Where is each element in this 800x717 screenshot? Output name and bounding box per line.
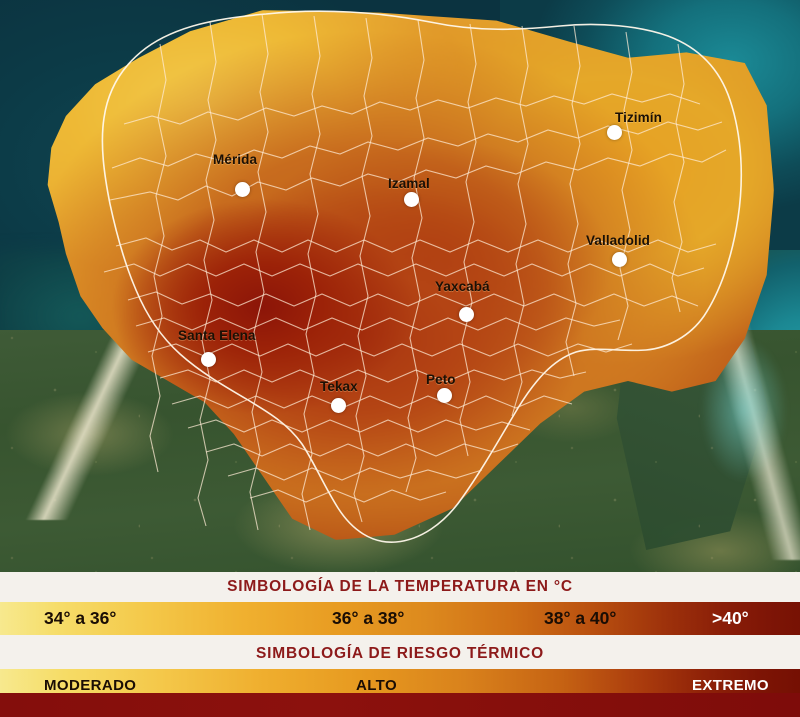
risk-legend-title: SIMBOLOGÍA DE RIESGO TÉRMICO [0,639,800,669]
city-label: Yaxcabá [435,279,490,294]
city-label: Tizimín [615,110,662,125]
legend-segment-label: 38° a 40° [544,608,617,628]
city-dot-icon[interactable] [235,182,250,197]
temperature-map[interactable]: Mérida Izamal Tizimín Valladolid Yaxcabá Sant… [0,0,800,572]
city-label: Tekax [320,379,358,394]
city-label: Mérida [213,152,258,167]
temperature-color-scale[interactable]: 34° a 36° 36° a 38° 38° a 40° >40° [0,602,800,635]
temperature-legend-title: SIMBOLOGÍA DE LA TEMPERATURA EN °C [0,572,800,602]
legend-segment-label: 36° a 38° [332,608,405,628]
legend-segment-label: >40° [712,608,749,628]
legend-segment-label: MODERADO [44,677,137,694]
city-label: Peto [426,372,456,387]
city-dot-icon[interactable] [404,192,419,207]
city-dot-icon[interactable] [612,252,627,267]
city-dot-icon[interactable] [201,352,216,367]
legend-segment-label: EXTREMO [692,677,769,694]
city-dot-icon[interactable] [437,388,452,403]
yucatan-state-heat-fill [47,10,774,540]
temperature-heat-overlay [47,10,774,540]
footer-strip [0,693,800,717]
city-label: Santa Elena [178,328,256,343]
city-dot-icon[interactable] [607,125,622,140]
legend-divider-1 [0,635,800,639]
legend-segment-label: ALTO [356,677,398,694]
city-dot-icon[interactable] [331,398,346,413]
city-label: Valladolid [586,233,651,248]
city-dot-icon[interactable] [459,307,474,322]
legend-panel: SIMBOLOGÍA DE LA TEMPERATURA EN °C 34° a… [0,572,800,717]
city-label: Izamal [388,176,430,191]
legend-segment-label: 34° a 36° [44,608,117,628]
